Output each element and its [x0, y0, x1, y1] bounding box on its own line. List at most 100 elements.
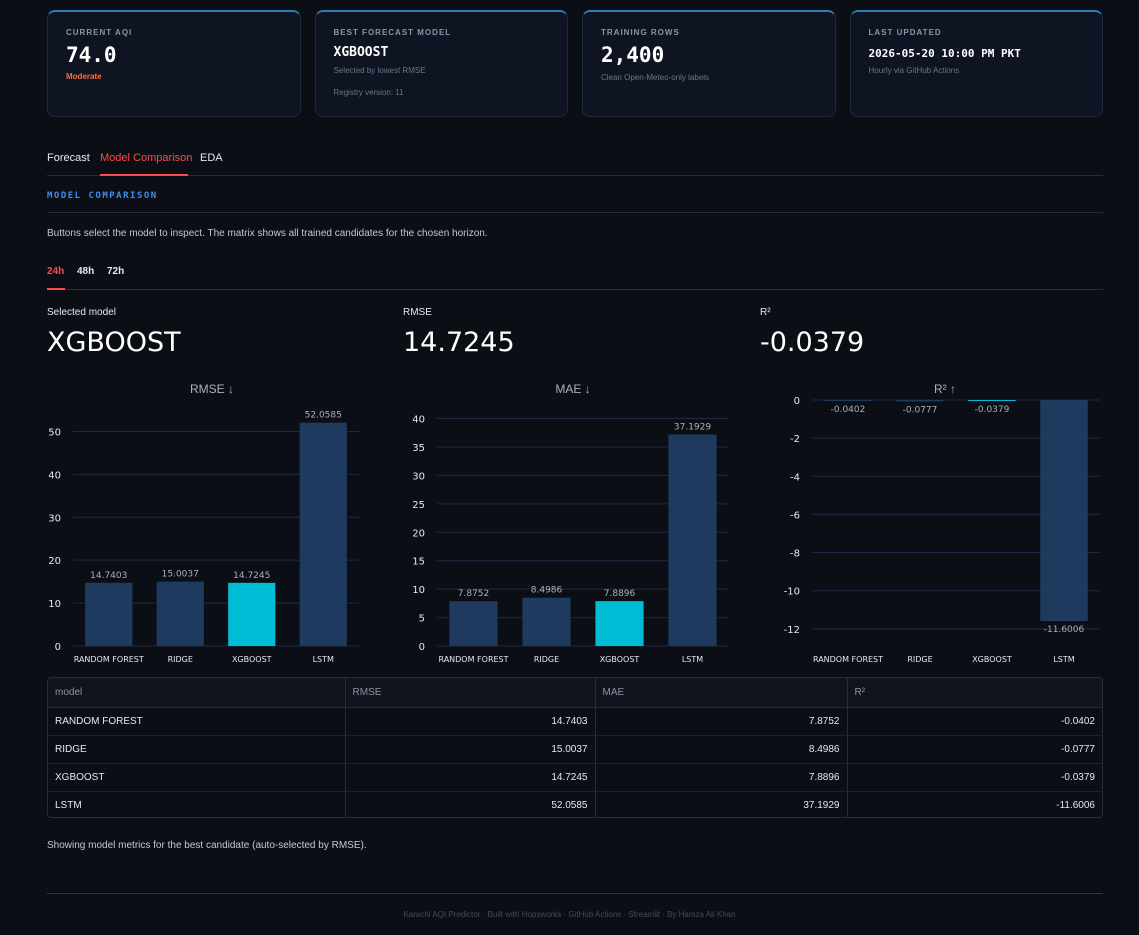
y-tick-label: 50	[48, 427, 61, 438]
column-header[interactable]: R²	[847, 678, 1102, 708]
metric-label: R²	[760, 307, 771, 318]
x-tick-label: RIDGE	[534, 655, 559, 664]
column-header[interactable]: model	[48, 678, 346, 708]
table-cell: RIDGE	[48, 735, 346, 764]
card-label: CURRENT AQI	[66, 28, 133, 37]
y-tick-label: 0	[55, 642, 61, 653]
y-tick-label: 10	[412, 585, 425, 596]
metric-label: RMSE	[403, 307, 432, 318]
section-divider	[47, 212, 1103, 213]
card-sub: Selected by lowest RMSE	[333, 66, 426, 75]
data-label: -0.0379	[975, 405, 1010, 415]
bar-xgboost	[595, 601, 644, 646]
y-tick-label: 40	[48, 470, 61, 481]
card-label: BEST FORECAST MODEL	[333, 28, 452, 37]
table-cell: LSTM	[48, 791, 346, 817]
tab-horizon-48h[interactable]: 48h	[77, 266, 95, 277]
table-row: XGBOOST 14.7245 7.8896 -0.0379	[48, 763, 1102, 792]
bar-lstm	[668, 434, 717, 646]
card-value: 2,400	[601, 43, 665, 67]
data-label: 14.7403	[90, 571, 127, 581]
section-description: Buttons select the model to inspect. The…	[47, 228, 488, 239]
main-tabs: Forecast Model Comparison EDA	[47, 144, 1103, 176]
table-header-row: model RMSE MAE R²	[48, 678, 1102, 708]
footer-divider	[47, 893, 1103, 894]
r2-chart: R² ↑ 0 -2 -4 -6 -8 -10 -12 -0.0402 RANDOM FOREST…	[780, 378, 1110, 670]
y-tick-label: -10	[784, 587, 800, 598]
metric-label: Selected model	[47, 307, 116, 318]
tab-model-comparison[interactable]: Model Comparison	[100, 152, 193, 164]
y-tick-label: -12	[784, 625, 800, 636]
x-tick-label: XGBOOST	[972, 655, 1012, 664]
table-cell: 52.0585	[345, 791, 596, 817]
table-row: LSTM 52.0585 37.1929 -11.6006	[48, 791, 1102, 817]
card-sub: Clean Open-Meteo-only labels	[601, 73, 710, 82]
chart-title: MAE ↓	[555, 382, 591, 396]
mae-chart-svg: 0 5 10 15 20 25 30 35 40 7.8752 RANDOM FOREST 8.498…	[412, 415, 729, 664]
y-tick-label: 0	[794, 396, 800, 407]
table-cell: 14.7403	[345, 707, 596, 736]
y-tick-label: 30	[412, 471, 425, 482]
data-label: 14.7245	[233, 571, 270, 581]
x-tick-label: LSTM	[313, 655, 334, 664]
y-tick-label: 35	[412, 443, 425, 454]
active-horizon-indicator	[47, 288, 65, 290]
mae-chart: MAE ↓ 0 5 10 15 20 25 30 35 40 7.8752 RANDOM FORES…	[403, 378, 743, 670]
x-tick-label: XGBOOST	[232, 655, 272, 664]
tab-eda[interactable]: EDA	[200, 152, 223, 164]
table-cell: RANDOM FOREST	[48, 707, 346, 736]
tab-horizon-24h[interactable]: 24h	[47, 266, 65, 277]
rmse-chart-svg: 0 10 20 30 40 50 14.7403 RANDOM FOREST 15.0037 RI…	[48, 411, 359, 664]
card-current-aqi: CURRENT AQI 74.0 Moderate	[47, 10, 301, 117]
table-cell: -0.0777	[847, 735, 1102, 764]
metric-r2: R² -0.0379	[760, 307, 864, 358]
bar-lstm	[1040, 400, 1088, 622]
data-label: 7.8752	[458, 589, 490, 599]
card-sub2: Registry version: 11	[333, 88, 404, 97]
card-training-rows: TRAINING ROWS 2,400 Clean Open-Meteo-onl…	[582, 10, 836, 117]
y-tick-label: 30	[48, 513, 61, 524]
table-cell: 37.1929	[595, 791, 848, 817]
kpi-cards: CURRENT AQI 74.0 Moderate BEST FORECAST …	[47, 10, 1103, 117]
y-tick-label: -8	[790, 549, 800, 560]
table-cell: 8.4986	[595, 735, 848, 764]
metrics-table: model RMSE MAE R² RANDOM FOREST 14.7403 …	[47, 677, 1103, 818]
horizon-tabs: 24h 48h 72h	[47, 258, 1103, 290]
y-tick-label: 20	[48, 556, 61, 567]
x-tick-label: LSTM	[1053, 655, 1074, 664]
chart-title: R² ↑	[934, 382, 956, 396]
metric-value: -0.0379	[760, 327, 865, 358]
y-tick-label: -2	[790, 434, 800, 445]
data-label: -0.0402	[831, 405, 866, 415]
aqi-status-label: Moderate	[66, 72, 102, 81]
bar-ridge	[156, 581, 204, 646]
card-value: 74.0	[66, 43, 117, 67]
r2-chart-svg: 0 -2 -4 -6 -8 -10 -12 -0.0402 RANDOM FOREST -0.07…	[784, 396, 1100, 664]
x-tick-label: RANDOM FOREST	[74, 655, 144, 664]
table-cell: -11.6006	[1056, 799, 1095, 811]
y-tick-label: 0	[419, 642, 425, 653]
data-label: -11.6006	[1044, 625, 1085, 635]
y-tick-label: -6	[790, 510, 800, 521]
column-header[interactable]: RMSE	[345, 678, 596, 708]
table-cell: XGBOOST	[48, 763, 346, 792]
bar-random-forest	[449, 601, 498, 646]
tab-horizon-72h[interactable]: 72h	[107, 266, 125, 277]
bar-xgboost	[228, 582, 276, 646]
card-label: TRAINING ROWS	[601, 28, 680, 37]
column-header[interactable]: MAE	[595, 678, 848, 708]
x-tick-label: RIDGE	[168, 655, 193, 664]
rmse-chart: RMSE ↓ 0 10 20 30 40 50 14.7403 RANDOM FOREST 15…	[47, 378, 377, 670]
bar-lstm	[299, 422, 347, 646]
tab-forecast[interactable]: Forecast	[47, 152, 90, 164]
y-tick-label: 25	[412, 500, 425, 511]
y-tick-label: 20	[412, 528, 425, 539]
card-label: LAST UPDATED	[868, 28, 942, 37]
x-tick-label: LSTM	[682, 655, 703, 664]
bar-ridge	[896, 400, 944, 402]
section-title: MODEL COMPARISON	[47, 191, 158, 201]
bar-random-forest	[85, 582, 133, 646]
y-tick-label: 15	[412, 557, 425, 568]
x-tick-label: XGBOOST	[600, 655, 640, 664]
bar-xgboost	[968, 400, 1016, 401]
